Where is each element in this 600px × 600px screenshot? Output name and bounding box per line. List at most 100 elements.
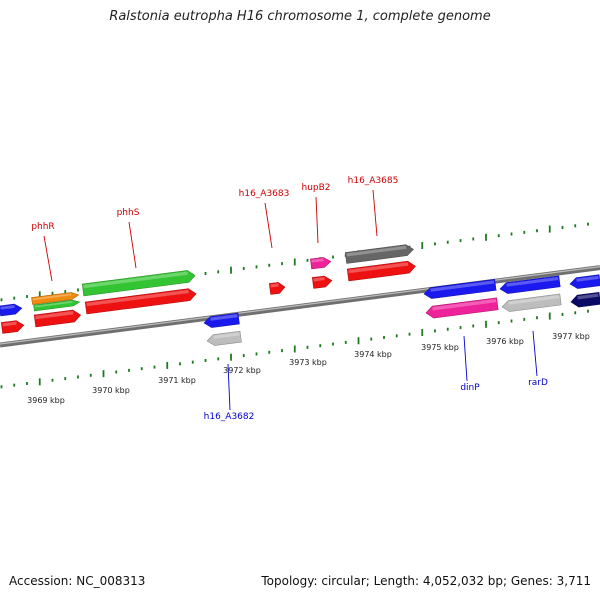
upper-minor-tick — [536, 229, 538, 233]
lower-minor-tick — [574, 311, 577, 315]
summary-text: Topology: circular; Length: 4,052,032 bp… — [261, 574, 591, 588]
upper-minor-tick — [217, 270, 220, 274]
feature-4-shine — [577, 293, 599, 300]
upper-minor-tick — [574, 224, 577, 228]
dinP-feature-blue-shine — [430, 280, 495, 292]
phhS-feature-red-shine — [86, 289, 189, 307]
upper-gene-leader — [372, 189, 378, 237]
lower-major-tick — [293, 345, 296, 353]
rarD-feature-gray[interactable] — [501, 293, 562, 312]
phhS-feature-red[interactable] — [84, 288, 197, 315]
lower-minor-tick — [13, 383, 16, 387]
lower-gene-label[interactable]: rarD — [528, 378, 548, 388]
lower-tick-track — [0, 309, 589, 389]
upper-minor-tick — [268, 263, 271, 267]
feature-3[interactable] — [569, 274, 600, 290]
upper-gene-label[interactable]: h16_A3683 — [239, 189, 290, 199]
upper-major-tick — [293, 258, 296, 266]
feature-2-arrow[interactable] — [0, 320, 25, 334]
hupB2-feature-red[interactable] — [311, 275, 333, 289]
hupB2-feature-red-arrow[interactable] — [311, 275, 333, 289]
lower-minor-tick — [332, 342, 334, 346]
dinP-feature-blue[interactable] — [423, 278, 497, 299]
dinP-feature-pink[interactable] — [425, 297, 499, 319]
lower-minor-tick — [77, 375, 79, 379]
h16_A3685-feature-red-shine — [348, 262, 409, 274]
lower-gene-leader — [532, 330, 538, 377]
upper-major-tick — [548, 225, 551, 233]
upper-gene-label[interactable]: phhR — [31, 222, 54, 232]
upper-minor-tick — [561, 225, 564, 229]
lower-minor-tick — [434, 329, 436, 333]
feature-2[interactable] — [0, 320, 25, 334]
feature-1-arrow[interactable] — [0, 303, 23, 317]
lower-minor-tick — [281, 349, 283, 353]
phhS-feature-green[interactable] — [81, 270, 196, 297]
h16_A3683-feature-red[interactable] — [268, 282, 286, 295]
upper-gene-label[interactable]: phhS — [117, 208, 140, 218]
lower-minor-tick — [370, 337, 373, 341]
upper-minor-tick — [281, 262, 283, 266]
lower-minor-tick — [140, 367, 143, 371]
lower-minor-tick — [446, 327, 449, 331]
feature-4[interactable] — [570, 292, 600, 308]
lower-minor-tick — [51, 378, 54, 382]
feature-group — [0, 244, 600, 346]
lower-gene-leader — [463, 335, 468, 382]
accession-text: Accession: NC_008313 — [9, 574, 146, 588]
lower-minor-tick — [510, 319, 513, 323]
kbp-label-group: 3969 kbp 3970 kbp 3971 kbp 3972 kbp 3973 kbp… — [27, 332, 590, 405]
upper-minor-tick — [51, 291, 54, 295]
upper-minor-tick — [204, 271, 207, 275]
lower-gene-label[interactable]: dinP — [460, 383, 480, 393]
phhR-feature-orange[interactable] — [31, 292, 80, 305]
lower-minor-tick — [344, 340, 347, 344]
h16_A3682-feature-gray[interactable] — [206, 330, 242, 346]
rarD-feature-gray-shine — [508, 295, 560, 305]
feature-1-shine — [0, 305, 15, 310]
kbp-label: 3974 kbp — [354, 350, 392, 359]
h16_A3682-feature-blue-shine — [210, 314, 238, 321]
lower-gene-label[interactable]: h16_A3682 — [204, 412, 255, 422]
lower-minor-tick — [319, 344, 322, 348]
phhR-feature-green[interactable] — [33, 299, 81, 312]
map-title: Ralstonia eutropha H16 chromosome 1, com… — [109, 9, 491, 24]
lower-minor-tick — [268, 350, 271, 354]
hupB2-feature-pink[interactable] — [310, 256, 332, 270]
upper-minor-tick — [64, 290, 67, 294]
lower-major-tick — [485, 320, 487, 328]
upper-major-tick — [485, 233, 487, 241]
phhR-feature-red[interactable] — [33, 309, 82, 328]
lower-major-tick — [166, 361, 169, 369]
lower-major-tick — [102, 370, 105, 378]
h16_A3685-feature-gray[interactable] — [344, 244, 414, 264]
upper-gene-leader — [315, 196, 319, 244]
kbp-label: 3973 kbp — [289, 358, 327, 367]
lower-minor-tick — [408, 332, 411, 336]
phhR-feature-red-shine — [35, 311, 74, 320]
feature-3-shine — [576, 275, 599, 282]
upper-gene-leader — [264, 202, 273, 249]
lower-minor-tick — [204, 358, 207, 362]
lower-minor-tick — [89, 373, 92, 377]
lower-minor-tick — [0, 385, 3, 389]
lower-minor-tick — [523, 317, 526, 321]
feature-1[interactable] — [0, 303, 23, 317]
upper-minor-tick — [255, 265, 258, 269]
h16_A3685-feature-red[interactable] — [346, 260, 416, 282]
lower-minor-tick — [255, 352, 258, 356]
upper-gene-label[interactable]: hupB2 — [301, 183, 330, 193]
upper-gene-label[interactable]: h16_A3685 — [348, 176, 399, 186]
h16_A3682-feature-blue[interactable] — [203, 312, 240, 328]
lower-minor-tick — [191, 360, 194, 364]
upper-gene-leader — [43, 235, 53, 282]
phhR-feature-orange-shine — [32, 293, 72, 301]
backbone-line — [0, 265, 600, 348]
upper-minor-tick — [26, 295, 28, 299]
lower-major-tick — [548, 312, 551, 320]
rarD-feature-blue[interactable] — [499, 275, 561, 295]
hupB2-feature-pink-arrow[interactable] — [310, 256, 332, 270]
h16_A3685-feature-gray-shine — [346, 245, 407, 257]
upper-minor-tick — [306, 258, 309, 262]
